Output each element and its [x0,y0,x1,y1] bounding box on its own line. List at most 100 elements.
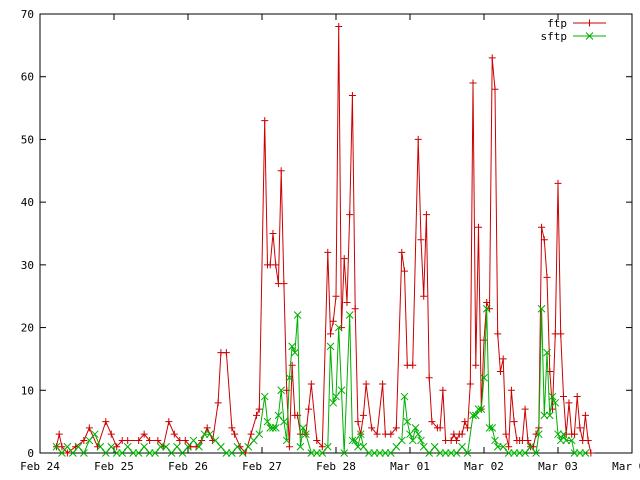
data-point-ftp [387,430,395,438]
legend-label-sftp: sftp [541,30,568,43]
data-point-sftp [307,449,316,457]
data-point-sftp [532,449,540,457]
data-point-sftp [543,348,551,357]
data-point-sftp [112,449,121,457]
data-point-ftp [554,179,562,187]
data-point-sftp [551,398,560,407]
data-point-sftp [499,442,508,451]
data-point-ftp [288,361,296,369]
data-point-sftp [123,442,132,451]
data-point-sftp [436,449,445,457]
data-point-sftp [222,449,231,457]
data-point-sftp [537,304,546,313]
y-tick-label: 40 [21,196,34,209]
data-point-sftp [255,430,264,439]
data-point-ftp [379,380,387,388]
data-point-sftp [189,436,198,445]
data-point-sftp [359,442,368,451]
data-point-ftp [135,436,143,444]
data-point-sftp [145,449,154,457]
data-point-ftp [461,418,469,426]
series-layer [52,23,595,457]
data-point-ftp [557,330,565,338]
data-point-sftp [375,449,384,457]
data-point-ftp [549,405,557,413]
data-point-sftp [69,449,77,457]
data-point-sftp [425,449,434,457]
data-point-sftp [406,430,414,439]
data-point-sftp [403,417,412,426]
y-tick-label: 10 [21,384,34,397]
data-point-sftp [167,449,176,457]
data-point-sftp [280,417,288,426]
data-point-sftp [288,342,297,351]
data-point-sftp [477,405,486,413]
data-point-ftp [154,436,162,444]
data-point-ftp [80,436,88,444]
data-point-ftp [261,117,269,125]
data-point-sftp [227,449,236,457]
data-point-sftp [334,323,343,332]
data-point-sftp [173,442,181,451]
legend-marker-sftp [585,32,594,40]
data-point-sftp [195,442,203,451]
x-tick-label: Feb 26 [168,460,208,473]
data-point-sftp [534,430,543,439]
data-point-sftp [291,348,299,357]
data-point-ftp [285,443,293,451]
data-point-sftp [140,442,149,451]
data-point-ftp [502,430,510,438]
data-point-sftp [58,449,66,457]
data-point-ftp [340,255,348,263]
data-point-ftp [63,449,71,457]
data-point-ftp [214,399,222,407]
data-point-sftp [200,430,209,439]
data-point-ftp [496,367,504,375]
data-point-sftp [441,449,450,457]
x-tick-label: Feb 24 [20,460,60,473]
data-point-sftp [211,436,220,445]
data-point-sftp [233,442,242,451]
data-point-sftp [293,311,302,319]
data-point-sftp [301,430,310,439]
data-point-sftp [249,436,258,445]
data-point-sftp [90,430,99,439]
data-point-sftp [562,436,571,445]
axes: 0 10 20 30 40 50 60 70 Feb 24 Feb 25 Feb 26 Feb 27 F… [20,8,640,473]
data-point-ftp [170,430,178,438]
data-point-ftp [343,298,351,306]
data-point-sftp [540,411,549,420]
data-point-sftp [370,449,379,457]
data-point-sftp [554,430,562,439]
data-point-sftp [392,442,401,451]
x-tick-label: Feb 28 [316,460,356,473]
data-point-ftp [58,443,66,451]
x-tick-label: Feb 27 [242,460,282,473]
data-point-sftp [263,417,272,426]
data-point-sftp [318,449,327,457]
data-point-sftp [269,424,277,432]
data-point-ftp [417,236,425,244]
data-point-ftp [362,380,370,388]
data-point-sftp [271,424,280,432]
data-point-ftp [398,248,406,256]
data-point-sftp [408,436,417,445]
y-tick-label: 20 [21,322,34,335]
data-point-sftp [101,449,110,457]
data-point-sftp [178,449,187,457]
data-point-ftp [587,449,595,457]
data-point-ftp [453,436,461,444]
data-point-sftp [134,449,143,457]
data-point-ftp [540,236,548,244]
data-point-ftp [422,211,430,219]
y-tick-label: 60 [21,71,34,84]
data-point-ftp [107,430,115,438]
data-point-sftp [274,411,283,420]
data-point-ftp [102,418,110,426]
data-point-ftp [499,355,507,363]
data-point-ftp [324,248,332,256]
data-point-ftp [488,54,496,62]
data-point-sftp [570,449,579,457]
